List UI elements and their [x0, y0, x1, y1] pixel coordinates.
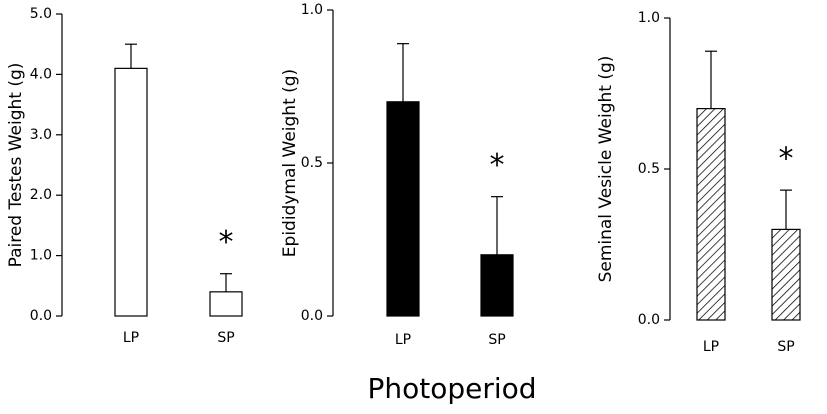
bar	[114, 67, 148, 317]
y-axis-label: Paired Testes Weight (g)	[6, 63, 26, 268]
x-tick-label: SP	[488, 332, 505, 348]
y-tick-label: 3.0	[30, 127, 52, 143]
bar	[771, 228, 801, 321]
bar	[480, 254, 514, 317]
x-tick-label: SP	[217, 330, 234, 346]
bar	[696, 107, 726, 321]
x-tick-label: LP	[703, 339, 719, 355]
y-axis-label: Seminal Vesicle Weight (g)	[596, 56, 616, 283]
significance-marker: *	[219, 225, 234, 260]
x-tick-label: LP	[395, 332, 411, 348]
y-axis-label: Epididymal Weight (g)	[280, 69, 300, 257]
y-tick-label: 0.0	[30, 308, 52, 324]
y-tick-label: 0.0	[301, 308, 323, 324]
y-tick-label: 0.5	[638, 161, 660, 177]
significance-marker: *	[779, 142, 794, 177]
y-tick-label: 1.0	[638, 10, 660, 26]
y-tick-label: 5.0	[30, 6, 52, 22]
bar	[386, 101, 420, 317]
significance-marker: *	[490, 148, 505, 183]
bar	[209, 291, 243, 317]
y-tick-label: 0.5	[301, 155, 323, 171]
x-axis-label: Photoperiod	[367, 372, 536, 405]
y-tick-label: 4.0	[30, 66, 52, 82]
y-tick-label: 0.0	[638, 312, 660, 328]
y-tick-label: 1.0	[301, 2, 323, 18]
y-tick-label: 2.0	[30, 187, 52, 203]
x-tick-label: LP	[123, 330, 139, 346]
y-tick-label: 1.0	[30, 248, 52, 264]
x-tick-label: SP	[777, 339, 794, 355]
